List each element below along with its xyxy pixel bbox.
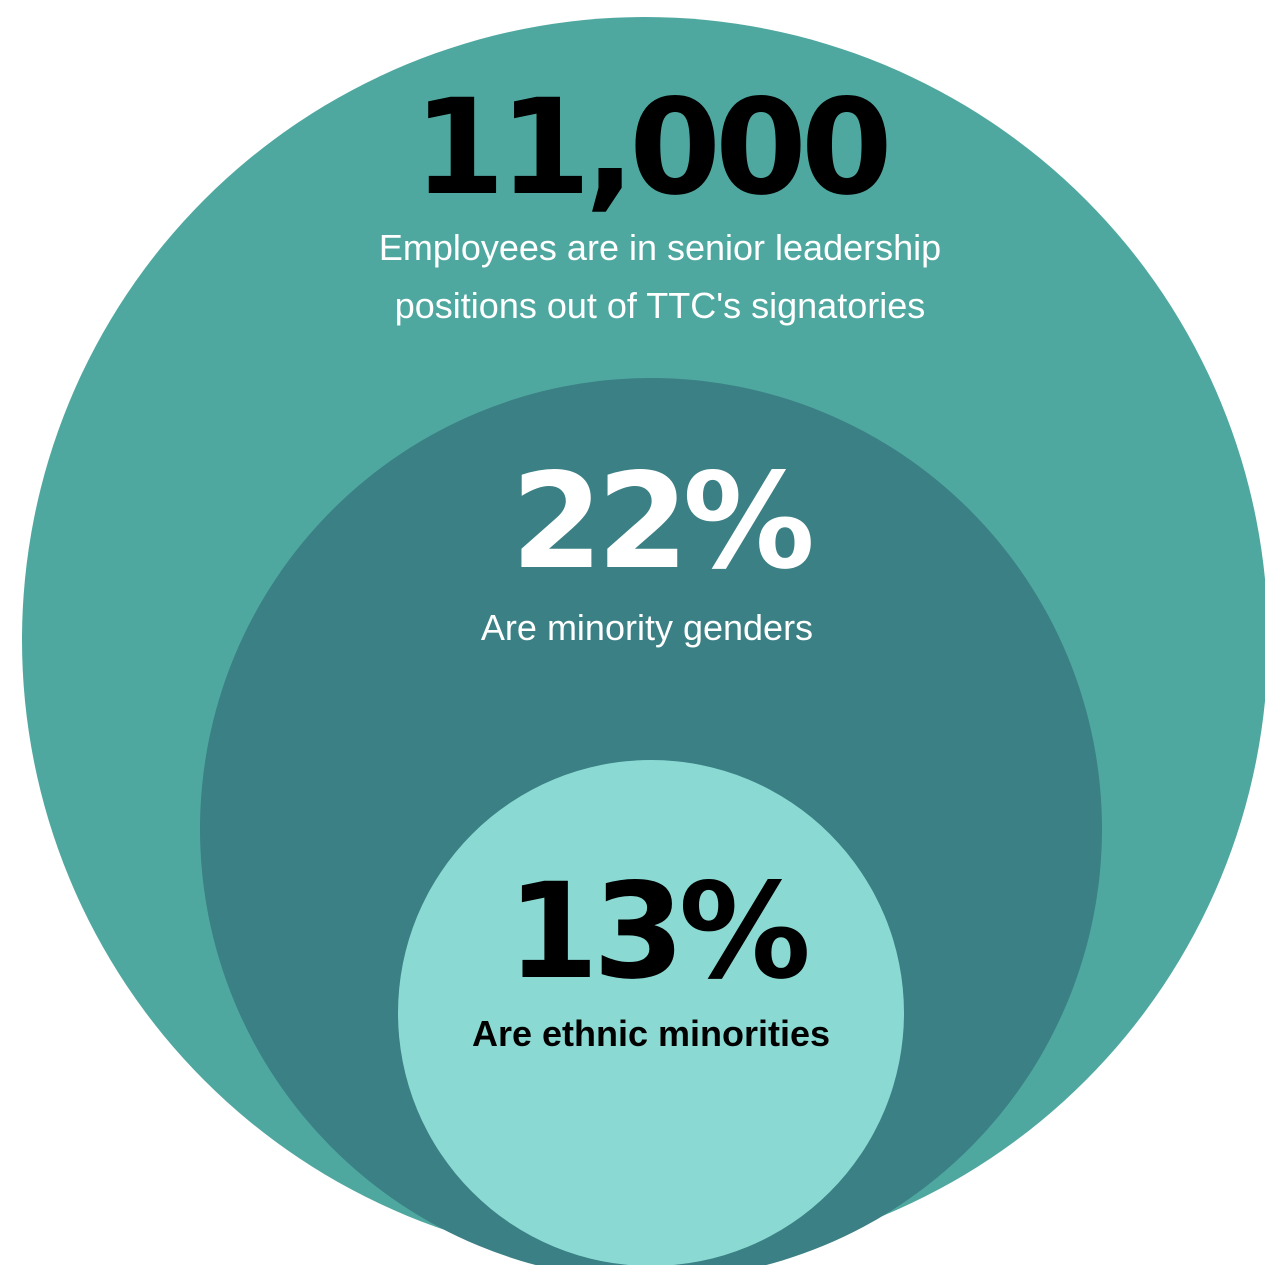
- inner-circle: [398, 760, 904, 1265]
- figure: 11,000: [413, 71, 887, 225]
- caption: positions out of TTC's signatories: [395, 285, 925, 326]
- figure: 13%: [507, 855, 808, 1009]
- caption: Employees are in senior leadership: [379, 227, 941, 268]
- caption: Are ethnic minorities: [472, 1013, 830, 1054]
- caption: Are minority genders: [481, 607, 813, 648]
- figure: 22%: [511, 445, 812, 599]
